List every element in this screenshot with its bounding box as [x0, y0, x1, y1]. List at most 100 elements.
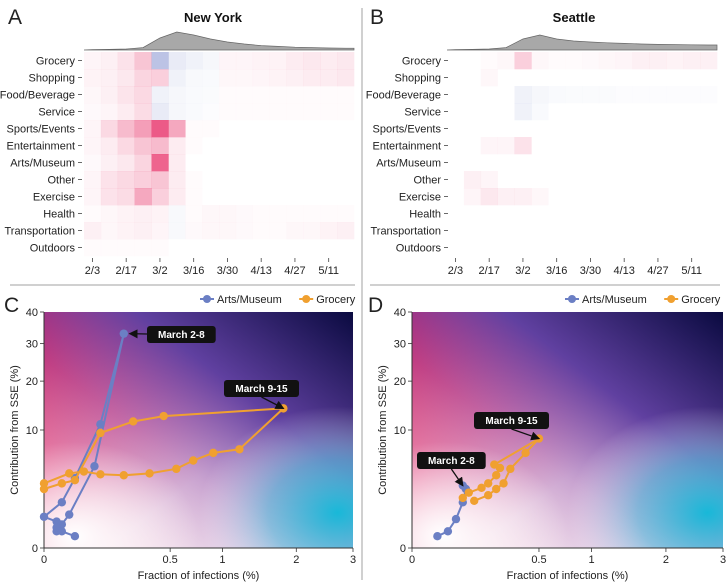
x-tick-label-5-11: 5/11 [318, 265, 339, 277]
heat-cell [252, 69, 270, 87]
heat-cell [168, 69, 186, 87]
category-label-exercise: Exercise [33, 192, 75, 204]
heat-cell [219, 69, 236, 86]
x-tick-label-4-27: 4/27 [647, 265, 668, 277]
data-point-grocery [57, 479, 67, 488]
category-label-entertainment: Entertainment [7, 141, 75, 153]
data-point-grocery [492, 484, 501, 494]
data-point-arts-museum [57, 498, 67, 507]
heat-cell [100, 120, 119, 138]
heat-cell [497, 137, 515, 155]
data-point-grocery [189, 456, 198, 465]
heat-cell [219, 103, 236, 120]
heat-cell [185, 103, 202, 120]
legend-label-grocery: Grocery [316, 294, 356, 306]
heat-cell [219, 52, 237, 70]
heat-cell [649, 52, 667, 70]
data-point-grocery [506, 464, 515, 474]
heat-cell [548, 52, 565, 69]
heat-cell [101, 222, 118, 239]
heat-cell [683, 86, 700, 103]
category-label-exercise: Exercise [399, 192, 441, 204]
heat-cell [270, 103, 287, 120]
heat-cell [287, 86, 304, 103]
x-tick-label-4-27: 4/27 [284, 265, 305, 277]
data-point-grocery [458, 493, 467, 503]
heat-cell [84, 52, 102, 70]
heat-cell [100, 86, 119, 104]
heat-cell [185, 69, 203, 87]
data-point-arts-museum [433, 532, 442, 541]
heat-cell [84, 222, 102, 240]
heat-cell [151, 120, 169, 138]
heat-cell [700, 52, 718, 70]
heat-cell [565, 86, 582, 103]
category-label-transportation: Transportation [4, 226, 75, 238]
y-tick-label-0: 0 [32, 543, 38, 555]
heat-cell [202, 69, 219, 86]
data-point-grocery [70, 476, 80, 485]
heat-cell [134, 154, 152, 172]
heat-cell [235, 52, 254, 70]
heat-cell [202, 120, 219, 137]
heat-cell [463, 188, 482, 206]
heat-cell [616, 86, 633, 103]
data-point-grocery [477, 483, 486, 493]
heat-cell [480, 188, 498, 206]
heat-cell [151, 205, 169, 223]
heat-cell [632, 52, 650, 70]
callout-box-march-9-15 [474, 412, 549, 429]
heat-cell [286, 52, 304, 70]
scatter-c-background [44, 312, 353, 548]
heat-cell [463, 171, 482, 189]
heat-cell [168, 222, 186, 240]
heat-cell [337, 86, 354, 103]
heat-cell [168, 154, 186, 172]
data-point-grocery [96, 470, 105, 479]
heat-cell [84, 69, 102, 87]
heat-cell [270, 86, 287, 103]
heat-cell [252, 52, 270, 70]
legend-marker-grocery [667, 295, 676, 303]
heat-cell [548, 86, 565, 103]
heat-cell [151, 171, 169, 189]
heat-cell [134, 188, 152, 206]
heat-cell [151, 69, 169, 87]
data-point-arts-museum [119, 329, 128, 338]
heat-cell [151, 188, 169, 206]
heat-cell [269, 52, 287, 70]
data-point-grocery [145, 469, 154, 478]
heat-cell [151, 137, 169, 155]
heat-cell [168, 171, 186, 189]
x-tick-label-3-16: 3/16 [183, 265, 204, 277]
x-tick-label-4-13: 4/13 [250, 265, 271, 277]
heat-cell [151, 103, 169, 121]
y-tick-label-20: 20 [394, 376, 406, 388]
heat-cell [117, 86, 135, 104]
heat-cell [117, 69, 135, 87]
data-point-arts-museum [443, 527, 453, 536]
category-label-grocery: Grocery [36, 56, 76, 68]
heat-cell [236, 205, 253, 222]
heat-cell [202, 205, 219, 222]
heat-cell [84, 120, 102, 138]
heat-cell [134, 120, 152, 138]
heat-cell [337, 222, 355, 240]
panel-letter-d: D [368, 294, 383, 317]
heat-cell [270, 222, 287, 239]
category-label-sports-events: Sports/Events [7, 124, 76, 136]
heat-cell [168, 103, 186, 121]
heat-cell [185, 171, 202, 188]
heat-cell [100, 171, 119, 189]
data-point-arts-museum [57, 527, 67, 536]
category-label-transportation: Transportation [370, 226, 441, 238]
category-label-other: Other [413, 175, 441, 187]
y-tick-label-30: 30 [26, 339, 38, 351]
heat-cell [320, 103, 337, 120]
heat-cell [287, 103, 304, 120]
heat-cell [287, 205, 304, 222]
heat-cell [481, 69, 498, 86]
heat-cell [514, 103, 532, 121]
y-tick-label-10: 10 [26, 425, 38, 437]
